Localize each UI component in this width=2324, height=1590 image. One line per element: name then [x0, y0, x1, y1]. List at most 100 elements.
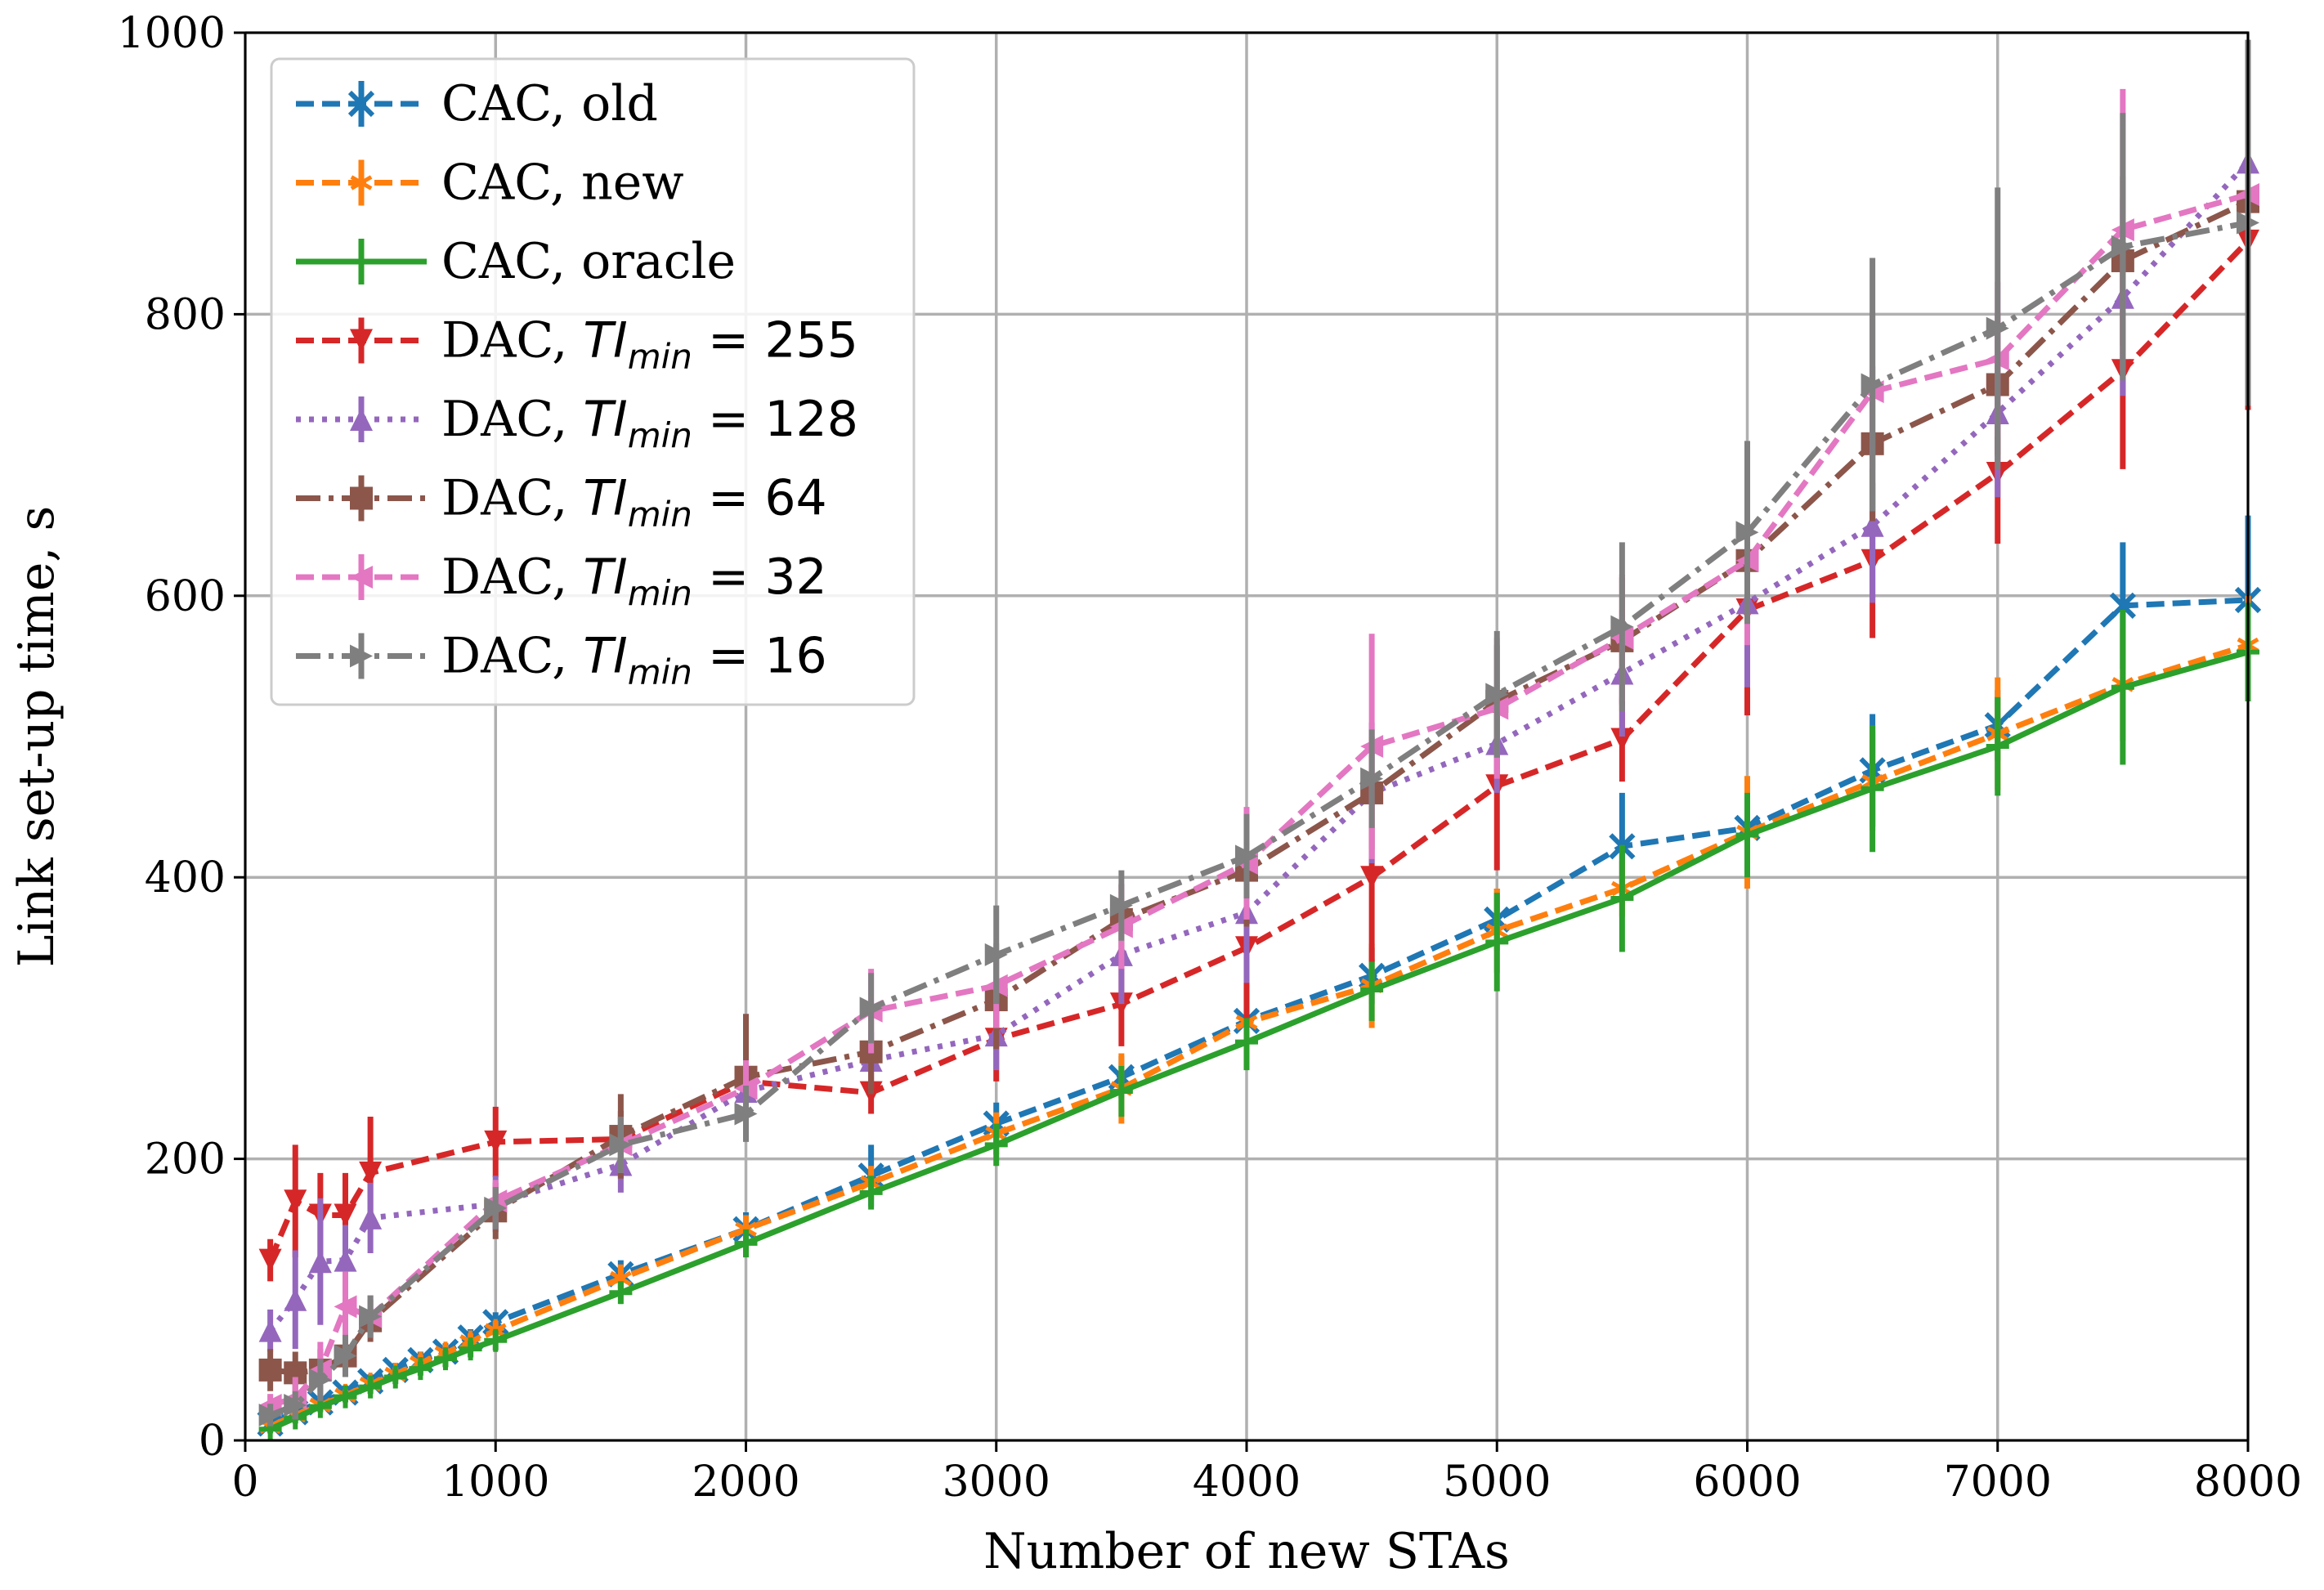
data-point — [409, 1357, 432, 1381]
series-line — [269, 597, 2249, 1427]
x-tick-label: 3000 — [943, 1458, 1050, 1507]
legend-item: DAC, TImin = 32 — [296, 549, 827, 613]
series-line — [269, 642, 2250, 1429]
data-point — [1861, 777, 1884, 800]
data-point — [284, 1189, 307, 1213]
data-point — [1360, 866, 1384, 889]
legend-label-prefix: DAC, — [441, 391, 583, 448]
data-point — [609, 1133, 633, 1157]
legend-marker — [350, 171, 373, 195]
legend-label-subscript: min — [628, 495, 692, 535]
series-layer — [257, 39, 2262, 1441]
legend-item: CAC, new — [296, 155, 684, 212]
data-point — [1986, 735, 2009, 759]
data-point — [308, 1368, 332, 1391]
data-point — [1735, 823, 1759, 847]
data-point — [459, 1337, 482, 1361]
x-tick-label: 0 — [231, 1458, 258, 1507]
data-point — [1235, 1030, 1258, 1054]
legend-label-subscript: min — [628, 573, 692, 613]
data-point — [1109, 894, 1133, 917]
legend-marker — [350, 329, 373, 352]
data-point — [2109, 592, 2137, 619]
data-point — [359, 1305, 383, 1328]
x-tick-label: 6000 — [1693, 1458, 1801, 1507]
legend-label-subscript: min — [628, 415, 692, 455]
data-point — [334, 1385, 357, 1409]
legend-marker — [350, 566, 373, 589]
data-point — [734, 1231, 758, 1255]
legend-label-symbol: TI — [583, 549, 627, 606]
data-point — [484, 1196, 508, 1220]
data-point — [434, 1347, 457, 1371]
y-tick-label: 200 — [145, 1135, 226, 1185]
legend-item: CAC, old — [296, 75, 658, 132]
data-point — [1861, 373, 1884, 396]
data-point — [258, 1358, 282, 1382]
data-point — [284, 1393, 307, 1417]
legend-label: CAC, new — [441, 155, 684, 212]
data-point — [1610, 615, 1634, 638]
legend-label: DAC, TImin = 64 — [441, 470, 827, 535]
legend-marker — [350, 486, 373, 510]
data-point — [859, 1180, 883, 1204]
data-point — [258, 1248, 282, 1272]
legend-label-value: = 255 — [692, 312, 858, 370]
x-tick-label: 1000 — [441, 1458, 549, 1507]
data-point — [383, 1365, 407, 1389]
y-axis-title: Link set-up time, s — [8, 506, 65, 968]
legend-item: DAC, TImin = 255 — [296, 312, 858, 377]
legend-label-symbol: TI — [583, 628, 627, 685]
data-point — [1360, 978, 1384, 1001]
legend-marker — [347, 90, 375, 118]
y-tick-label: 800 — [145, 290, 226, 339]
axis-ticks: 0 1000 2000 3000 4000 5000 6000 7000 8000 0 200 400… — [118, 9, 2303, 1507]
data-point — [484, 1328, 508, 1352]
data-point — [359, 1375, 383, 1399]
y-tick-label: 0 — [199, 1417, 226, 1466]
data-point — [734, 1102, 758, 1126]
x-tick-label: 7000 — [1944, 1458, 2052, 1507]
data-point — [334, 1203, 357, 1227]
data-point — [859, 997, 883, 1020]
data-point — [1861, 513, 1884, 537]
data-point — [1610, 728, 1634, 751]
legend-box — [270, 57, 916, 706]
y-tick-label: 1000 — [118, 9, 226, 58]
data-point — [984, 943, 1008, 966]
legend-marker — [350, 644, 373, 668]
legend-item: CAC, oracle — [296, 233, 736, 290]
data-point — [258, 1319, 282, 1342]
legend-label-prefix: DAC, — [441, 628, 583, 685]
series-line — [267, 239, 2250, 1261]
x-axis-title: Number of new STAs — [983, 1523, 1510, 1580]
legend-label-symbol: TI — [583, 470, 627, 527]
data-point — [609, 1281, 633, 1305]
data-point — [359, 1161, 383, 1185]
data-point — [484, 1130, 508, 1153]
legend-label: DAC, TImin = 128 — [441, 391, 858, 455]
legend-label: CAC, old — [441, 75, 658, 132]
data-point — [359, 1206, 383, 1229]
data-point — [2111, 675, 2134, 699]
data-point — [1109, 1079, 1133, 1103]
data-point — [1986, 316, 2009, 340]
x-tick-label: 4000 — [1193, 1458, 1301, 1507]
y-tick-label: 600 — [145, 572, 226, 621]
legend-item: DAC, TImin = 64 — [296, 470, 827, 535]
data-point — [334, 1248, 357, 1272]
series-line — [269, 220, 2249, 1418]
legend-label-value: = 16 — [692, 628, 827, 685]
legend-item: DAC, TImin = 16 — [296, 628, 827, 692]
legend-label-value: = 128 — [692, 391, 858, 448]
legend-label: DAC, TImin = 32 — [441, 549, 827, 613]
data-point — [1735, 521, 1759, 544]
x-tick-label: 2000 — [692, 1458, 799, 1507]
data-point — [984, 1133, 1008, 1157]
legend-label-subscript: min — [628, 337, 692, 377]
legend-marker — [350, 250, 373, 273]
data-point — [334, 1344, 357, 1368]
legend-label-symbol: TI — [583, 391, 627, 448]
x-tick-label: 8000 — [2194, 1458, 2302, 1507]
